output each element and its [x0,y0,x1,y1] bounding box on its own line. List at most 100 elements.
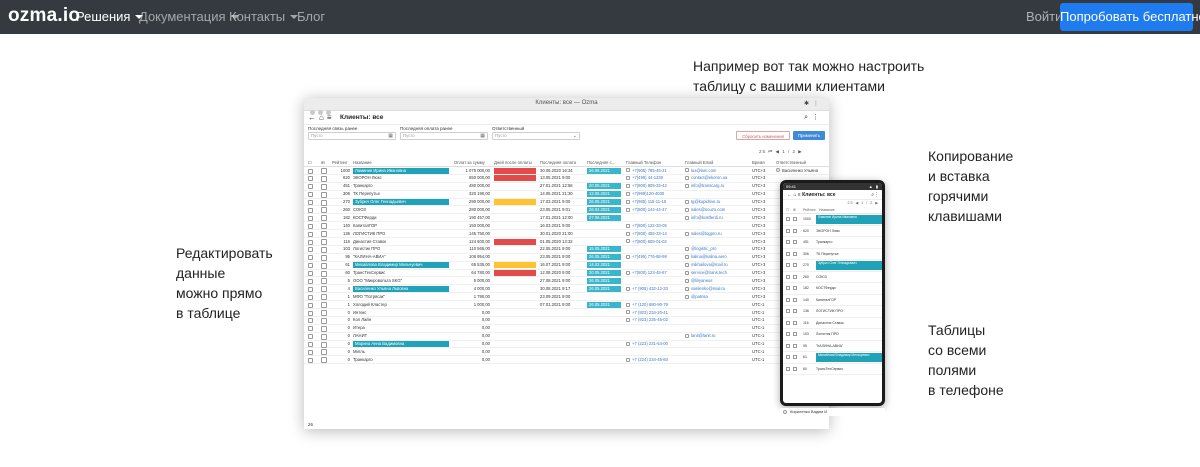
edit-icon[interactable] [321,270,327,277]
edit-icon[interactable] [793,309,797,313]
cell-rating[interactable]: 182 [343,214,350,220]
row-checkbox[interactable] [786,332,790,336]
cell-rating[interactable]: 60 [345,270,350,276]
cell-rating[interactable]: 116 [343,238,350,244]
row-checkbox[interactable] [308,263,313,269]
cell-name[interactable]: Марина Анна Вадимовна [353,341,449,348]
cell-rating[interactable]: 620 [343,175,350,181]
cell-last-pay[interactable]: 30.06.2020 16:34 [540,167,573,173]
cell-last-contact[interactable]: 26.04.2021 [587,206,621,213]
edit-icon[interactable] [321,223,327,230]
cell-tz[interactable]: UTC+3 [752,175,766,181]
phone-cell-name[interactable]: Зубрич Олег Геннадьевич [816,261,882,270]
cell-rating[interactable]: 0 [347,341,350,347]
apply-button[interactable]: Применить [793,131,825,140]
edit-icon[interactable] [793,228,797,233]
cell-phone[interactable]: +7 (923) 234-20-41 [626,310,668,316]
cell-phone[interactable]: +7 (224) 234-45-60 [626,357,668,363]
row-checkbox[interactable] [308,192,313,198]
table-row[interactable]: 260 СОЮЗ 280 000,00 23.05.2021 9:01 26.04.20… [304,206,829,215]
cell-last-pay[interactable]: 17.01.2021 12:00 [540,214,573,220]
nav-blog[interactable]: Блог [297,9,326,24]
cell-sum[interactable]: 5 000,00 [473,277,490,283]
cell-last-pay[interactable]: 27.08.2021 9:00 [540,277,571,283]
cell-email[interactable]: vasilenko@mail.ru [685,286,725,292]
edit-icon[interactable] [321,239,327,246]
cell-email[interactable]: mikhailova@mail.ru [685,262,728,268]
cell-sum[interactable]: 0,00 [481,317,490,323]
table-row[interactable]: 451 Транкарго 480 000,00 27.01.2021 12:56 20… [304,183,829,191]
edit-icon[interactable] [321,215,327,222]
cell-days[interactable] [494,238,536,245]
cell-last-pay[interactable]: 16.07.2021 9:00 [540,262,571,268]
cell-sum[interactable]: 0,00 [481,333,490,339]
cell-tz[interactable]: UTC-1 [752,341,765,347]
cell-last-contact[interactable]: 12.05.2021 [587,191,621,198]
cell-name[interactable]: МФО "Потрясак" [353,293,385,299]
cell-sum[interactable]: 280 000,00 [469,206,490,212]
cell-last-pay[interactable]: 30.01.2020 21:00 [540,230,573,236]
row-checkbox[interactable] [308,184,313,190]
cell-sum[interactable]: 64 780,00 [471,270,490,276]
table-row[interactable]: 4 Василенко Ульяна Львовна 4 000,00 30.08.2… [304,285,829,294]
phone-cell-name[interactable]: ЛОГИСТИК ПРО [816,309,844,313]
cell-rating[interactable]: 451 [343,183,350,189]
cell-last-pay[interactable]: 07.01.2021 9:00 [540,301,571,307]
cell-last-pay[interactable]: 14.05.2021 21:30 [540,191,573,197]
cell-email[interactable]: lux@lam.com [685,168,716,174]
cell-rating[interactable]: 0 [347,309,350,315]
cell-email[interactable]: @logistic_pro [685,246,716,252]
row-checkbox[interactable] [308,278,313,284]
cell-sum[interactable]: 65 535,00 [471,262,490,268]
row-checkbox[interactable] [308,231,313,237]
phone-table-row[interactable]: 103 Логистик ПРО [783,329,882,341]
cell-phone[interactable]: +7(499) 44-1230 [626,175,663,181]
cell-tz[interactable]: UTC-1 [752,325,765,331]
cell-last-contact[interactable]: 27.06.2021 [587,214,621,221]
cell-rating[interactable]: 103 [343,246,350,252]
cell-name[interactable]: ЛАНИТ [353,333,368,339]
cell-last-contact[interactable]: 26.05.2021 [587,199,621,206]
table-row[interactable]: 1000 Ламинин Ирина Ивановна 1 075 000,00 30… [304,167,829,175]
cell-last-pay[interactable]: 23.09.2021 9:00 [540,293,571,299]
cell-days[interactable] [494,199,536,206]
cell-tz[interactable]: UTC+3 [752,285,766,291]
header-checkbox[interactable]: ☐ [308,160,312,165]
phone-cell-name[interactable]: Династия Ставок [816,320,844,325]
row-checkbox[interactable] [308,294,313,300]
row-checkbox[interactable] [786,343,790,348]
cell-rating[interactable]: 61 [345,262,350,268]
cell-last-pay[interactable]: 23.05.2021 9:01 [540,206,571,212]
edit-icon[interactable] [793,263,797,267]
cell-email[interactable]: tg@kupidrive.ru [685,199,720,205]
row-checkbox[interactable] [308,176,313,182]
row-checkbox[interactable] [308,207,313,213]
phone-table-row[interactable]: 1000 Ламинин Ирина Ивановна [783,214,882,226]
edit-icon[interactable] [793,240,797,244]
cell-last-pay[interactable]: 30.08.2021 9:17 [540,285,571,291]
cell-email[interactable]: contact@ekoron.ua [685,175,727,181]
row-checkbox[interactable] [786,297,790,302]
cell-sum[interactable]: 106 954,00 [469,254,490,260]
row-checkbox[interactable] [786,217,790,221]
cell-name[interactable]: Ламинин Ирина Ивановна [353,167,449,174]
cell-tz[interactable]: UTC+3 [752,222,766,228]
cell-rating[interactable]: 140 [343,222,350,228]
cell-last-pay[interactable]: 17.03.2021 9:00 [540,199,571,205]
cell-rating[interactable]: 0 [347,348,350,354]
phone-cell-name[interactable]: СОЮЗ [816,274,827,279]
phone-cell-name[interactable]: Михайлова Владимир Мельчуевич [816,353,882,362]
row-checkbox[interactable] [308,357,313,363]
cell-last-contact[interactable]: 15.05.2021 [587,246,621,253]
cell-name[interactable]: Кол Лайн [353,317,372,323]
col-tz[interactable]: Время [752,160,765,165]
table-row[interactable]: 0 Интекс 0,00 +7 (923) 234-20-41 UTC-1 [304,309,829,317]
row-checkbox[interactable] [786,251,790,256]
phone-table-row[interactable]: 260 СОЮЗ [783,272,882,283]
phone-header-checkbox[interactable]: ☐ [786,208,790,212]
cell-sum[interactable]: 110 565,00 [469,246,490,252]
row-checkbox[interactable] [308,302,313,308]
cell-tz[interactable]: UTC-1 [752,356,765,362]
cell-phone[interactable]: +7(495) 776-88-99 [626,254,667,260]
cell-name[interactable]: ООО "Микровольта SKG" [353,277,403,283]
